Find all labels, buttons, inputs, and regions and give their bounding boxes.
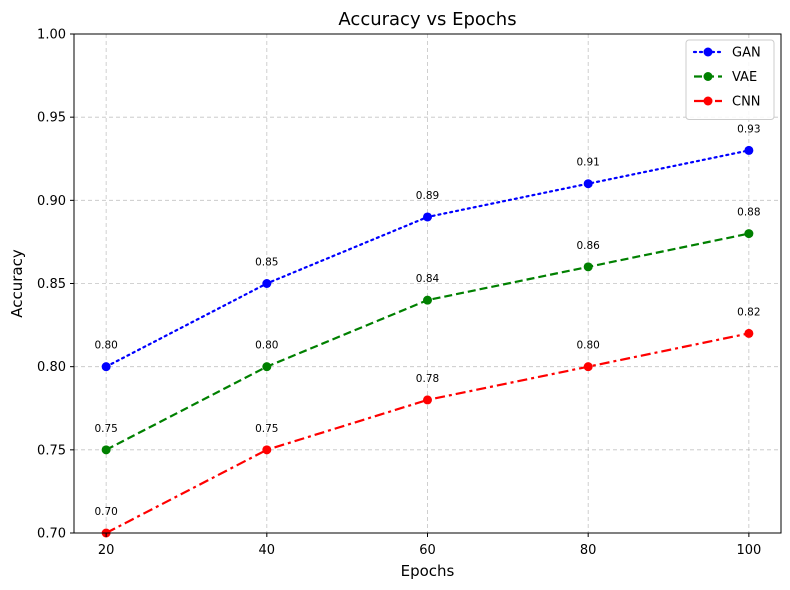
y-tick-label: 0.80 bbox=[37, 360, 66, 375]
data-point-gan bbox=[583, 179, 593, 189]
y-axis-label: Accuracy bbox=[8, 249, 26, 318]
data-label-cnn: 0.78 bbox=[416, 373, 439, 385]
y-tick-label: 0.95 bbox=[37, 111, 66, 126]
data-point-gan bbox=[262, 279, 272, 288]
data-label-gan: 0.89 bbox=[416, 190, 439, 202]
data-point-cnn bbox=[423, 395, 432, 405]
data-point-vae bbox=[583, 262, 593, 272]
legend-label-cnn: CNN bbox=[732, 95, 761, 110]
y-tick-label: 0.70 bbox=[37, 527, 66, 542]
data-label-vae: 0.75 bbox=[94, 423, 117, 435]
x-tick-label: 60 bbox=[419, 543, 436, 558]
data-point-vae bbox=[262, 362, 272, 372]
data-point-cnn bbox=[744, 328, 754, 338]
y-tick-label: 0.90 bbox=[37, 194, 66, 209]
data-label-gan: 0.91 bbox=[576, 157, 599, 169]
data-point-cnn bbox=[583, 362, 593, 372]
x-tick-label: 40 bbox=[259, 543, 276, 558]
x-tick-label: 100 bbox=[736, 543, 761, 558]
y-tick-label: 1.00 bbox=[37, 28, 66, 43]
x-tick-label: 80 bbox=[580, 543, 597, 558]
legend-marker-vae bbox=[703, 72, 713, 81]
chart-title: Accuracy vs Epochs bbox=[338, 9, 516, 30]
legend-marker-gan bbox=[703, 47, 713, 57]
data-point-cnn bbox=[262, 445, 272, 455]
data-label-cnn: 0.80 bbox=[576, 340, 599, 352]
data-label-gan: 0.80 bbox=[94, 340, 117, 352]
data-label-gan: 0.93 bbox=[737, 123, 760, 135]
data-point-gan bbox=[101, 362, 111, 372]
data-label-cnn: 0.82 bbox=[737, 306, 760, 318]
data-label-vae: 0.86 bbox=[576, 240, 600, 252]
data-point-gan bbox=[744, 145, 754, 155]
x-tick-label: 20 bbox=[98, 543, 115, 558]
data-point-vae bbox=[101, 445, 111, 455]
legend: GAN VAE CNN bbox=[685, 39, 775, 120]
data-label-gan: 0.85 bbox=[255, 257, 278, 269]
data-point-vae bbox=[744, 229, 754, 239]
data-point-gan bbox=[423, 212, 432, 222]
data-label-vae: 0.84 bbox=[416, 273, 440, 285]
data-point-vae bbox=[423, 295, 432, 305]
series-layer bbox=[101, 145, 754, 538]
y-tick-label: 0.75 bbox=[37, 443, 66, 458]
axis-ticks: 20 40 60 80 100 0.70 0.75 0.80 0.85 0.90 0.95 1.00 bbox=[37, 28, 761, 559]
data-label-cnn: 0.75 bbox=[255, 423, 278, 435]
legend-label-vae: VAE bbox=[732, 70, 757, 85]
series-line-cnn bbox=[105, 332, 750, 534]
legend-marker-cnn bbox=[703, 96, 713, 106]
y-tick-label: 0.85 bbox=[37, 277, 66, 292]
x-axis-label: Epochs bbox=[401, 562, 455, 580]
data-labels: 0.80 0.85 0.89 0.91 0.93 0.75 0.80 0.84 0.86 0.88… bbox=[94, 123, 760, 518]
data-label-vae: 0.80 bbox=[255, 340, 278, 352]
legend-label-gan: GAN bbox=[732, 46, 761, 61]
data-label-vae: 0.88 bbox=[737, 207, 760, 219]
data-label-cnn: 0.70 bbox=[94, 506, 117, 518]
